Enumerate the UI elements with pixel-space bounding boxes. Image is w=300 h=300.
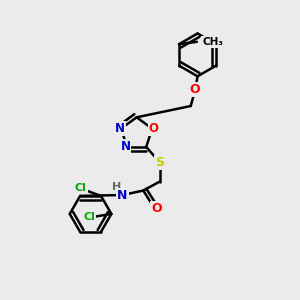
Text: Cl: Cl <box>75 183 87 193</box>
Text: N: N <box>121 140 130 153</box>
Text: CH₃: CH₃ <box>202 37 223 47</box>
Text: N: N <box>117 188 128 202</box>
Text: N: N <box>115 122 124 135</box>
Text: O: O <box>151 202 162 215</box>
Text: O: O <box>149 122 159 135</box>
Text: H: H <box>112 182 122 192</box>
Text: S: S <box>155 156 164 169</box>
Text: O: O <box>190 83 200 96</box>
Text: Cl: Cl <box>83 212 95 223</box>
